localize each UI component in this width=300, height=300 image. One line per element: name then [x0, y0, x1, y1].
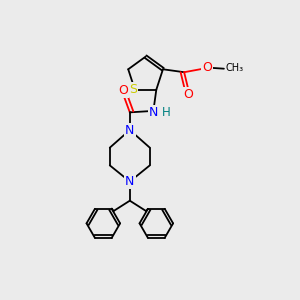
- Text: S: S: [129, 83, 137, 96]
- Text: H: H: [162, 106, 170, 119]
- Text: O: O: [202, 61, 212, 74]
- Text: N: N: [149, 106, 158, 119]
- Text: O: O: [184, 88, 194, 101]
- Text: O: O: [118, 84, 128, 97]
- Text: N: N: [125, 124, 134, 136]
- Text: CH₃: CH₃: [226, 63, 244, 73]
- Text: N: N: [125, 175, 134, 188]
